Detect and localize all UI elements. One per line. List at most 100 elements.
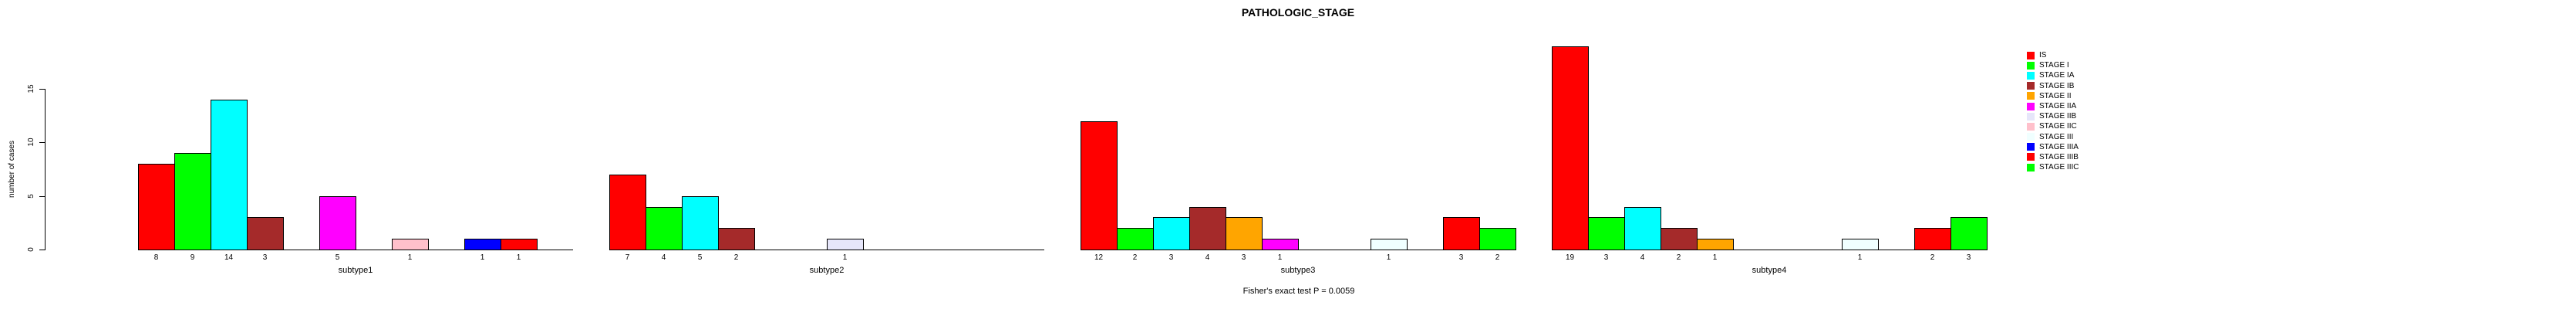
legend-label: STAGE I <box>2039 61 2069 70</box>
bar-subtype1-stage-iiib <box>501 239 538 250</box>
bar-subtype3-stage-iiib <box>1443 217 1480 250</box>
bar-value-label: 14 <box>224 253 234 262</box>
y-tick-label: 5 <box>27 193 35 199</box>
legend-label: IS <box>2039 51 2047 60</box>
legend-swatch <box>2027 153 2035 161</box>
bar-value-label: 3 <box>1241 253 1246 262</box>
bar-value-label: 4 <box>661 253 666 262</box>
bar-value-label: 2 <box>1930 253 1935 262</box>
legend-label: STAGE II <box>2039 91 2072 100</box>
bar-value-label: 1 <box>1857 253 1863 262</box>
bar-subtype2-stage-i <box>646 207 683 250</box>
bar-subtype3-stage-iiic <box>1479 228 1516 250</box>
legend-item: STAGE II <box>2027 91 2079 101</box>
legend-label: STAGE IA <box>2039 71 2075 80</box>
legend-label: STAGE IIIB <box>2039 152 2079 161</box>
legend-swatch <box>2027 122 2035 131</box>
bar-value-label: 2 <box>1676 253 1681 262</box>
bar-value-label: 5 <box>335 253 340 262</box>
bar-subtype2-stage-iib <box>827 239 864 250</box>
bar-value-label: 2 <box>1132 253 1138 262</box>
legend-item: STAGE IIIB <box>2027 152 2079 162</box>
bar-subtype2-is <box>609 175 646 250</box>
bar-subtype4-stage-ib <box>1661 228 1698 250</box>
bar-subtype1-stage-i <box>174 153 211 250</box>
fisher-test-annotation: Fisher's exact test P = 0.0059 <box>1242 287 1355 296</box>
y-tick-label: 0 <box>27 247 35 252</box>
bar-value-label: 7 <box>625 253 630 262</box>
legend-label: STAGE IIIC <box>2039 163 2079 172</box>
bar-value-label: 2 <box>1495 253 1500 262</box>
bar-value-label: 3 <box>1966 253 1971 262</box>
legend-label: STAGE IB <box>2039 81 2075 90</box>
bar-subtype2-stage-ib <box>718 228 755 250</box>
bar-subtype3-stage-ib <box>1189 207 1226 250</box>
bar-subtype4-stage-iiib <box>1914 228 1951 250</box>
bar-subtype1-stage-iic <box>392 239 429 250</box>
bar-subtype1-stage-ib <box>247 217 284 250</box>
bar-subtype4-stage-ia <box>1624 207 1661 250</box>
bar-subtype1-is <box>138 164 175 250</box>
bar-value-label: 1 <box>407 253 413 262</box>
bar-value-label: 1 <box>1386 253 1391 262</box>
legend-item: STAGE IB <box>2027 81 2079 91</box>
legend-item: STAGE IIB <box>2027 111 2079 121</box>
legend-swatch <box>2027 163 2035 171</box>
bar-value-label: 4 <box>1205 253 1210 262</box>
legend-item: STAGE IIC <box>2027 121 2079 131</box>
legend-item: STAGE IA <box>2027 70 2079 80</box>
bar-value-label: 19 <box>1565 253 1575 262</box>
bar-subtype3-stage-ia <box>1153 217 1190 250</box>
bar-subtype2-stage-ia <box>682 196 719 250</box>
legend-swatch <box>2027 143 2035 151</box>
bar-value-label: 3 <box>1603 253 1609 262</box>
legend-item: STAGE IIIA <box>2027 142 2079 152</box>
group-label-subtype2: subtype2 <box>809 266 845 275</box>
bar-value-label: 12 <box>1094 253 1104 262</box>
bar-value-label: 3 <box>1168 253 1174 262</box>
legend-swatch <box>2027 61 2035 70</box>
legend-item: STAGE III <box>2027 132 2079 142</box>
y-axis-line <box>45 89 46 250</box>
bar-value-label: 9 <box>190 253 195 262</box>
bar-subtype1-stage-ia <box>211 100 248 250</box>
legend-label: STAGE IIB <box>2039 112 2077 121</box>
y-tick-mark <box>39 142 45 144</box>
bar-value-label: 5 <box>697 253 703 262</box>
legend-item: IS <box>2027 50 2079 60</box>
group-label-subtype3: subtype3 <box>1280 266 1316 275</box>
legend-swatch <box>2027 112 2035 121</box>
bar-value-label: 2 <box>733 253 739 262</box>
bar-subtype1-stage-iiia <box>464 239 501 250</box>
legend-swatch <box>2027 51 2035 59</box>
bar-value-label: 1 <box>516 253 521 262</box>
bar-subtype3-stage-iia <box>1262 239 1299 250</box>
legend-swatch <box>2027 82 2035 90</box>
legend-label: STAGE IIIA <box>2039 142 2079 151</box>
bar-subtype3-stage-iii <box>1371 239 1408 250</box>
bar-subtype4-stage-ii <box>1697 239 1734 250</box>
bar-subtype4-stage-iiic <box>1951 217 1988 250</box>
y-tick-mark <box>39 195 45 197</box>
y-tick-label: 15 <box>27 84 35 93</box>
bar-subtype4-is <box>1552 46 1589 250</box>
bar-value-label: 3 <box>1458 253 1464 262</box>
bar-value-label: 1 <box>1712 253 1718 262</box>
bar-value-label: 3 <box>262 253 268 262</box>
bar-subtype4-stage-i <box>1588 217 1625 250</box>
legend: IS STAGE I STAGE IA STAGE IB STAGE II STAGE I… <box>2027 50 2079 172</box>
bar-subtype4-stage-iii <box>1842 239 1879 250</box>
group-label-subtype4: subtype4 <box>1752 266 1787 275</box>
bar-value-label: 4 <box>1640 253 1645 262</box>
bar-value-label: 1 <box>842 253 848 262</box>
group-label-subtype1: subtype1 <box>338 266 373 275</box>
legend-item: STAGE I <box>2027 60 2079 70</box>
bar-subtype3-is <box>1081 121 1118 250</box>
bar-value-label: 8 <box>153 253 159 262</box>
bar-value-label: 1 <box>1277 253 1283 262</box>
legend-label: STAGE III <box>2039 132 2074 141</box>
bar-subtype3-stage-ii <box>1226 217 1263 250</box>
y-tick-mark <box>39 88 45 90</box>
legend-swatch <box>2027 92 2035 100</box>
